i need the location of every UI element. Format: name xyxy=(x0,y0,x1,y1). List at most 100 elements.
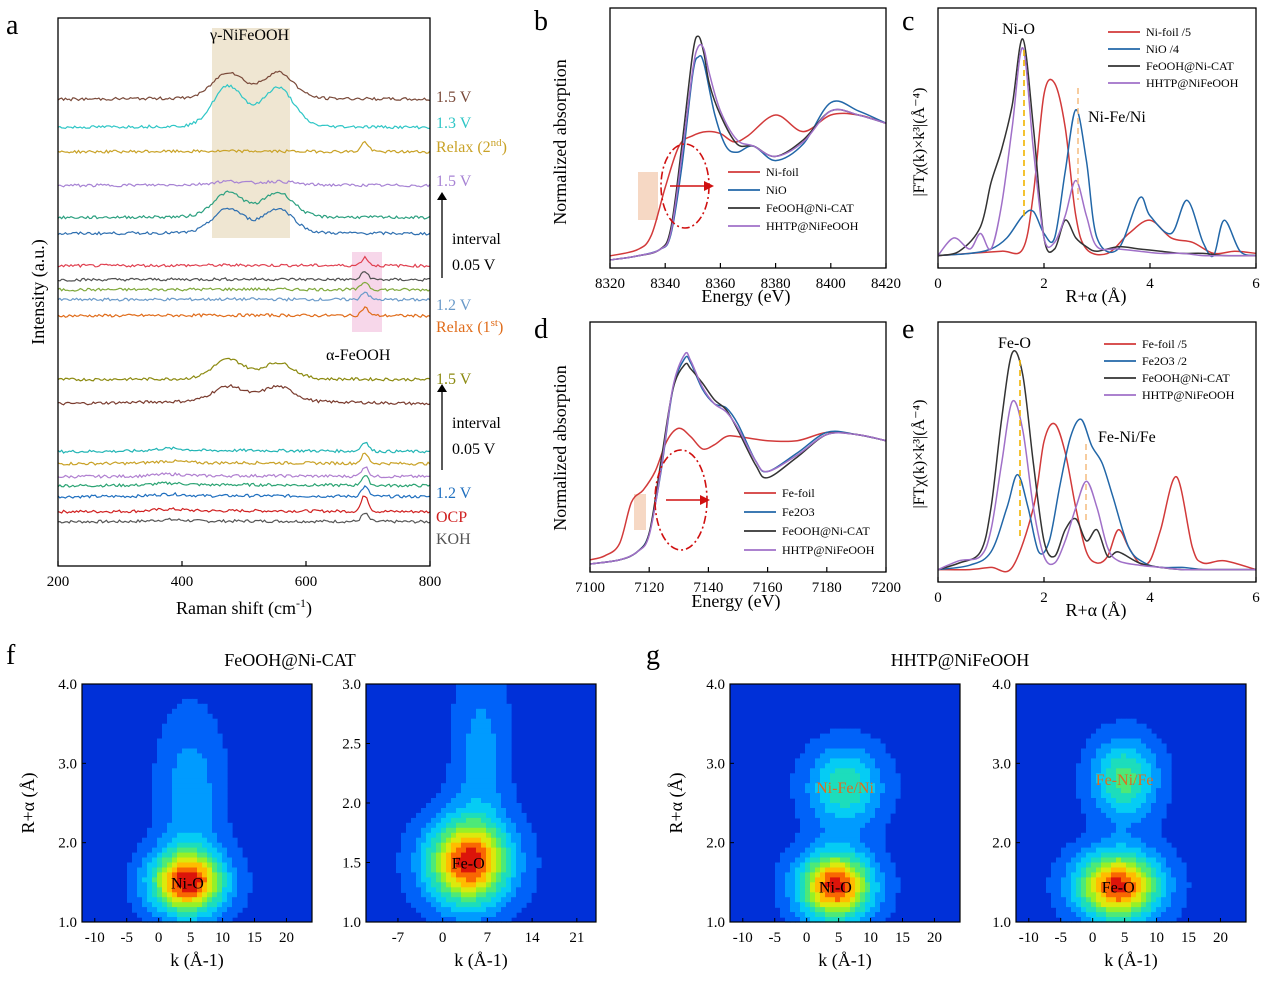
panel-label-d: d xyxy=(534,314,548,345)
series-line xyxy=(610,35,886,261)
wt-x-tick-label: 15 xyxy=(895,930,910,946)
wt-x-tick-label: 0 xyxy=(803,930,811,946)
x-tick-label: 4 xyxy=(1146,276,1154,292)
x-tick-label: 600 xyxy=(295,574,318,590)
trace-label-1-5v-top: 1.5 V xyxy=(436,89,472,106)
wt-x-tick-label: -5 xyxy=(120,930,133,946)
alpha-band xyxy=(352,252,382,332)
raman-series-group xyxy=(58,70,430,524)
wt-peak-label-secondary: Ni-Fe/Ni xyxy=(816,780,874,797)
wt-y-tick-label: 3.0 xyxy=(342,677,361,693)
x-tick-label: 8360 xyxy=(705,276,735,292)
legend-c: Ni-foil /5 NiO /4 FeOOH@Ni-CAT HHTP@NiFeOOH xyxy=(1108,25,1239,90)
y-axis-label-d: Normalized absorption xyxy=(550,365,570,530)
raman-trace xyxy=(58,452,430,466)
panel-label-a: a xyxy=(6,10,19,41)
annotation-fe-o: Fe-O xyxy=(998,335,1031,352)
trace-label-ocp: OCP xyxy=(436,509,467,526)
x-tick-label: 7160 xyxy=(753,580,783,596)
x-axis-label-b: Energy (eV) xyxy=(701,286,790,307)
x-tick-label: 800 xyxy=(419,574,442,590)
trace-label-koh: KOH xyxy=(436,531,471,548)
y-axis-label-a: Intensity (a.u.) xyxy=(28,239,49,344)
raman-trace xyxy=(58,140,430,154)
wt-y-tick-label: 3.0 xyxy=(706,756,725,772)
axes-frame-a xyxy=(57,17,431,567)
annotation-gamma-nifeooh: γ-NiFeOOH xyxy=(209,27,290,44)
wt-y-tick-label: 3.0 xyxy=(58,756,77,772)
x-ticks-e: 0 2 4 6 xyxy=(934,577,1260,606)
trace-label-1-5v-low: 1.5 V xyxy=(436,371,472,388)
wavelet-frame xyxy=(81,683,313,923)
legend-label: Fe-foil /5 xyxy=(1142,337,1187,351)
wt-x-axis-label: k (Å-1) xyxy=(454,950,507,971)
legend-label: FeOOH@Ni-CAT xyxy=(1146,59,1234,73)
x-tick-label: 8320 xyxy=(595,276,625,292)
wt-y-tick-label: 1.0 xyxy=(58,915,77,931)
raman-trace xyxy=(58,383,430,406)
raman-trace xyxy=(58,466,430,479)
axes-frame-b xyxy=(609,7,887,269)
wt-x-axis-label: k (Å-1) xyxy=(170,950,223,971)
legend-label: HHTP@NiFeOOH xyxy=(1142,388,1235,402)
trace-label-relax-1st: Relax (1st) xyxy=(436,317,503,336)
panel-label-e: e xyxy=(902,314,914,345)
wt-x-tick-label: 0 xyxy=(155,930,163,946)
wt-y-tick-label: 1.0 xyxy=(706,915,725,931)
raman-trace xyxy=(58,255,430,268)
ft-exafs-fe-series xyxy=(938,350,1256,573)
wt-y-tick-label: 4.0 xyxy=(706,677,725,693)
x-tick-label: 8420 xyxy=(871,276,901,292)
raman-trace xyxy=(58,485,430,499)
wavelet-map-3: -10 -5 0 5 10 15 20 1.0 2.0 3.0 4.0 Fe-O Fe-Ni/Fe k (… xyxy=(992,677,1247,971)
wt-x-tick-label: 10 xyxy=(863,930,878,946)
wt-x-tick-label: 10 xyxy=(215,930,230,946)
wt-x-axis-label: k (Å-1) xyxy=(818,950,871,971)
axes-frame-c xyxy=(937,7,1257,269)
x-tick-label: 6 xyxy=(1252,276,1260,292)
wt-x-tick-label: 21 xyxy=(569,930,584,946)
legend-label: NiO /4 xyxy=(1146,42,1179,56)
y-axis-label-b: Normalized absorption xyxy=(550,59,570,224)
x-axis-label-c: R+α (Å) xyxy=(1065,286,1126,307)
wt-y-tick-label: 2.0 xyxy=(706,836,725,852)
interval-label-upper: interval xyxy=(452,231,501,248)
raman-trace xyxy=(58,441,430,454)
series-line xyxy=(590,351,886,565)
x-tick-label: 0 xyxy=(934,590,942,606)
wt-y-tick-label: 1.0 xyxy=(992,915,1011,931)
raman-trace xyxy=(58,281,430,292)
x-ticks-c: 0 2 4 6 xyxy=(934,263,1260,292)
x-tick-label: 7100 xyxy=(575,580,605,596)
wt-x-tick-label: 15 xyxy=(247,930,262,946)
series-line xyxy=(938,109,1256,258)
legend-label: FeOOH@Ni-CAT xyxy=(766,201,854,215)
wt-x-tick-label: -5 xyxy=(768,930,781,946)
legend-label: NiO xyxy=(766,183,787,197)
wavelet-frame xyxy=(729,683,961,923)
wavelet-map-1: -7 0 7 14 21 1.0 1.5 2.0 2.5 3.0 Fe-O k (Å-1) xyxy=(342,677,597,971)
axes-frame-d xyxy=(589,321,887,573)
x-ticks-d: 7100 7120 7140 7160 7180 7200 xyxy=(575,567,901,596)
interval-value-lower: 0.05 V xyxy=(452,441,496,458)
wt-x-tick-label: 14 xyxy=(525,930,541,946)
wt-x-tick-label: 10 xyxy=(1149,930,1164,946)
legend-label: HHTP@NiFeOOH xyxy=(1146,76,1239,90)
wt-x-tick-label: 5 xyxy=(1121,930,1129,946)
series-line xyxy=(938,418,1256,571)
trace-label-1-2v-low: 1.2 V xyxy=(436,485,472,502)
wt-y-tick-label: 3.0 xyxy=(992,756,1011,772)
raman-trace xyxy=(58,83,430,130)
wt-y-tick-label: 4.0 xyxy=(992,677,1011,693)
legend-label: Ni-foil /5 xyxy=(1146,25,1191,39)
wt-peak-label: Ni-O xyxy=(171,875,204,892)
wt-y-tick-label: 2.0 xyxy=(992,836,1011,852)
panel-label-b: b xyxy=(534,6,548,37)
panel-label-f: f xyxy=(6,640,16,671)
legend-label: FeOOH@Ni-CAT xyxy=(1142,371,1230,385)
wt-peak-label-secondary: Fe-Ni/Fe xyxy=(1096,772,1154,789)
interval-label-lower: interval xyxy=(452,415,501,432)
annotation-alpha-feooh: α-FeOOH xyxy=(326,347,391,364)
wt-peak-label: Ni-O xyxy=(819,879,852,896)
x-tick-label: 2 xyxy=(1040,276,1048,292)
